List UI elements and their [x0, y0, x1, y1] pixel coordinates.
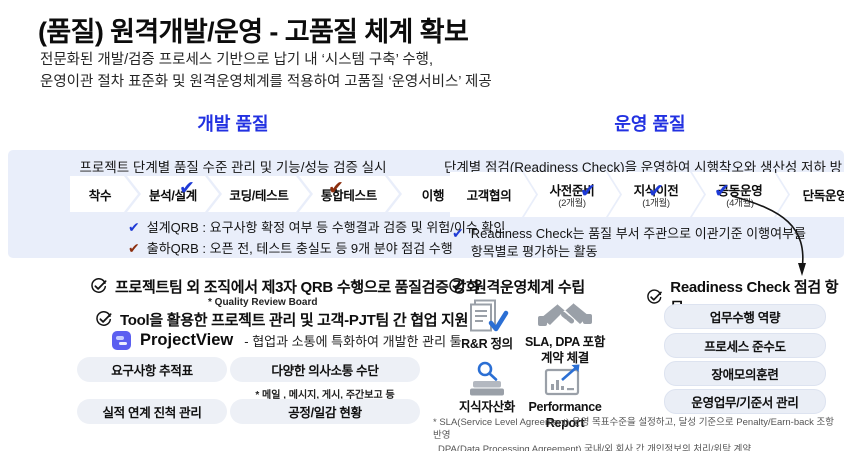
ops-step-label: 공동운영: [717, 183, 763, 198]
ops-framework-header: 원격운영체계 수립: [448, 276, 585, 297]
framework-item-knowledge: 지식자산화: [441, 360, 533, 416]
framework-item-label: SLA, DPA 포함 계약 체결: [524, 335, 606, 365]
dev-feature-pill: 다양한 의사소통 수단: [230, 357, 420, 382]
dev-extra-item-1-text: 프로젝트팀 외 조직에서 제3자 QRB 수행으로 품질검증 강화: [115, 279, 480, 296]
subtitle-line-1: 전문화된 개발/검증 프로세스 기반으로 납기 내 ‘시스템 구축’ 수행,: [40, 52, 434, 68]
ops-step-chevron: 공동운영 (4개월): [692, 172, 788, 217]
check-icon: ✔: [452, 225, 464, 241]
ops-step-label: 지식이전: [633, 183, 679, 198]
subtitle-line-2: 운영이관 절차 표준화 및 원격운영체계를 적용하여 고품질 ‘운영서비스’ 제…: [40, 73, 492, 90]
dev-process-flow: 착수 분석/설계 코딩/테스트 통합테스트 이행: [70, 176, 478, 212]
dev-feature-pill: 실적 연계 진척 관리: [77, 399, 227, 424]
framework-item-label: Performance Report: [528, 400, 602, 430]
dev-step-label: 착수: [88, 188, 112, 203]
dev-bullet-text: 설계QRB : 요구사항 확정 여부 등 수행결과 검증 및 위험/이슈 확인: [146, 220, 506, 235]
ops-bullet-readiness: ✔ Readiness Check는 품질 부서 주관으로 이관기준 이행여부를…: [452, 225, 806, 260]
readiness-pill: 장애모의훈련: [664, 361, 826, 386]
dev-extra-item-2-text: Tool을 활용한 프로젝트 관리 및 고객-PJT팀 간 협업 지원: [120, 312, 469, 329]
dev-panel-title: 프로젝트 단계별 품질 수준 관리 및 기능/성능 검증 실시: [79, 160, 387, 175]
framework-item-label: R&R 정의: [461, 337, 513, 351]
readiness-check-icon-1: ✔: [580, 181, 596, 202]
framework-item-sla: SLA, DPA 포함 계약 체결: [519, 299, 611, 366]
ops-step-duration: (2개월): [558, 197, 586, 209]
dev-step-label: 이행: [421, 188, 445, 203]
ops-framework-header-text: 원격운영체계 수립: [473, 279, 585, 296]
ops-step-label: 단독운영: [802, 189, 844, 203]
handshake-icon: [538, 302, 592, 326]
page-subtitle: 전문화된 개발/검증 프로세스 기반으로 납기 내 ‘시스템 구축’ 수행, 운…: [40, 50, 492, 94]
projectview-description: - 협업과 소통에 특화하여 개발한 관리 툴: [244, 334, 462, 349]
readiness-pill: 프로세스 준수도: [664, 333, 826, 358]
ops-step-chevron: 사전준비 (2개월): [524, 172, 620, 217]
sla-dpa-footnote: * SLA(Service Level Agreement) 운영 목표수준을 …: [433, 416, 844, 451]
readiness-pill: 운영업무/기준서 관리: [664, 389, 826, 414]
ops-step-duration: (1개월): [642, 197, 670, 209]
dev-extra-item-1: 프로젝트팀 외 조직에서 제3자 QRB 수행으로 품질검증 강화: [90, 276, 480, 297]
ops-process-flow: 고객협의 사전준비 (2개월) 지식이전 (1개월) 공동운영 (4개월) 단독…: [450, 172, 844, 217]
framework-item-label: 지식자산화: [458, 400, 515, 414]
dev-step-label: 분석/설계: [149, 188, 197, 203]
projectview-name: ProjectView: [140, 331, 234, 349]
design-qrb-check-icon: ✔: [179, 178, 195, 199]
dev-bullet-ship-qrb: ✔ 출하QRB : 오픈 전, 테스트 충실도 등 9개 분야 점검 수행: [128, 240, 453, 258]
check-icon: ✔: [128, 240, 140, 256]
dev-step-chevron: 착수: [70, 176, 138, 212]
ops-step-label: 사전준비: [549, 183, 595, 198]
ops-bullet-line-2: 항목별로 평가하는 활동: [470, 243, 598, 259]
framework-item-rr: R&R 정의: [441, 299, 533, 353]
dev-step-label: 통합테스트: [320, 188, 377, 203]
ops-step-duration: (4개월): [726, 197, 754, 209]
dev-step-chevron: 통합테스트: [299, 176, 399, 212]
page-title: (품질) 원격개발/운영 - 고품질 체계 확보: [38, 17, 469, 47]
document-check-icon: [470, 299, 509, 332]
dev-bullet-design-qrb: ✔ 설계QRB : 요구사항 확정 여부 등 수행결과 검증 및 위험/이슈 확…: [128, 219, 505, 237]
ops-quality-header: 운영 품질: [614, 114, 686, 134]
dev-bullet-text: 출하QRB : 오픈 전, 테스트 충실도 등 9개 분야 점검 수행: [146, 241, 453, 256]
readiness-check-icon-2: ✔: [648, 181, 664, 202]
knowledge-asset-icon: [470, 361, 504, 396]
footnote-line-1: * SLA(Service Level Agreement) 운영 목표수준을 …: [433, 417, 835, 442]
readiness-curve-arrow: [731, 195, 806, 276]
circled-check-icon: [91, 278, 107, 293]
ops-step-chevron: 지식이전 (1개월): [608, 172, 704, 217]
dev-step-chevron: 코딩/테스트: [208, 176, 310, 212]
readiness-check-icon-3: ✔: [714, 181, 730, 202]
projectview-row: ProjectView - 협업과 소통에 특화하여 개발한 관리 툴: [112, 331, 462, 350]
framework-item-performance: Performance Report: [519, 360, 611, 431]
ops-step-label: 고객협의: [466, 189, 512, 203]
dev-feature-pill: 요구사항 추적표: [77, 357, 227, 382]
check-icon: ✔: [128, 219, 140, 235]
communication-note: * 메일 , 메시지, 게시, 주간보고 등: [255, 390, 395, 401]
projectview-logo-icon: [112, 331, 131, 350]
circled-check-icon: [96, 311, 112, 326]
ops-bullet-text: Readiness Check는 품질 부서 주관으로 이관기준 이행여부를 항…: [471, 225, 806, 260]
dev-step-chevron: 분석/설계: [127, 176, 219, 212]
dev-step-label: 코딩/테스트: [229, 188, 289, 203]
performance-chart-icon: [544, 364, 580, 396]
dev-extra-item-2: Tool을 활용한 프로젝트 관리 및 고객-PJT팀 간 협업 지원: [95, 309, 468, 330]
circled-check-icon: [647, 288, 662, 304]
ops-step-chevron: 고객협의: [450, 172, 536, 217]
dev-quality-header: 개발 품질: [197, 114, 269, 134]
ops-bullet-line-1: Readiness Check는 품질 부서 주관으로 이관기준 이행여부를: [470, 226, 806, 241]
dev-feature-pill: 공정/일감 현황: [230, 399, 420, 424]
readiness-pill: 업무수행 역량: [664, 304, 826, 329]
footnote-line-2: DPA(Data Processing Agreement) 국내/외 회사 간…: [438, 443, 752, 451]
circled-check-icon: [449, 278, 465, 293]
qrb-note: * Quality Review Board: [208, 297, 318, 308]
ship-qrb-check-icon: ✔: [328, 178, 344, 199]
